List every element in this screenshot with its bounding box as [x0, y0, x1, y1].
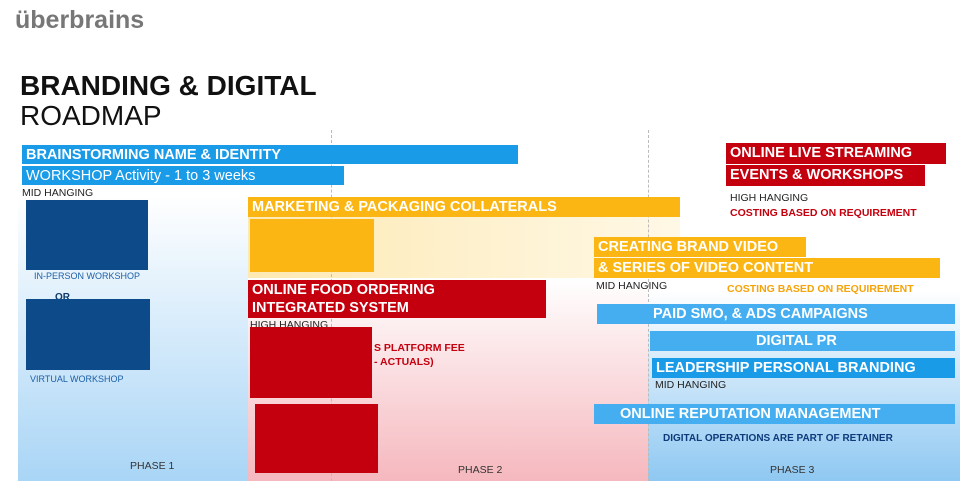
tag: MID HANGING — [596, 280, 668, 292]
tag: HIGH HANGING — [730, 192, 809, 204]
task-bar: DIGITAL PR — [650, 331, 955, 351]
image-box — [250, 327, 372, 398]
image-box — [250, 219, 374, 272]
logo: überbrains — [15, 6, 145, 34]
task-bar: BRAINSTORMING NAME & IDENTITY — [22, 145, 518, 164]
note: COSTING BASED ON REQUIREMENT — [730, 207, 917, 219]
tag: MID HANGING — [655, 379, 727, 391]
tag: MID HANGING — [22, 187, 94, 199]
task-bar: MARKETING & PACKAGING COLLATERALS — [248, 197, 680, 217]
task-bar: CREATING BRAND VIDEO — [594, 237, 806, 257]
subtitle: ROADMAP — [20, 100, 162, 131]
note: S PLATFORM FEE — [374, 342, 465, 354]
task-bar: & SERIES OF VIDEO CONTENT — [594, 258, 940, 278]
task-bar: LEADERSHIP PERSONAL BRANDING — [652, 358, 955, 378]
phase-label: PHASE 1 — [130, 460, 175, 472]
bar-text: ONLINE FOOD ORDERING — [252, 282, 435, 298]
title: BRANDING & DIGITAL — [20, 70, 317, 101]
task-bar: ONLINE LIVE STREAMING — [726, 143, 946, 164]
task-bar: EVENTS & WORKSHOPS — [726, 165, 925, 186]
note: DIGITAL OPERATIONS ARE PART OF RETAINER — [663, 433, 893, 444]
task-bar: PAID SMO, & ADS CAMPAIGNS — [597, 304, 955, 324]
caption: IN-PERSON WORKSHOP — [34, 271, 141, 281]
task-bar: WORKSHOP Activity - 1 to 3 weeks — [22, 166, 344, 185]
phase-label: PHASE 3 — [770, 464, 815, 476]
task-bar: ONLINE REPUTATION MANAGEMENT — [594, 404, 955, 424]
caption: OR — [55, 292, 70, 303]
image-box — [26, 200, 148, 270]
image-box — [255, 404, 378, 473]
note: - ACTUALS) — [374, 356, 434, 368]
caption: VIRTUAL WORKSHOP — [30, 374, 124, 384]
image-box — [26, 299, 150, 370]
task-bar: ONLINE FOOD ORDERING INTEGRATED SYSTEM — [248, 280, 546, 318]
phase-label: PHASE 2 — [458, 464, 503, 476]
note: COSTING BASED ON REQUIREMENT — [727, 283, 914, 295]
bar-text: INTEGRATED SYSTEM — [252, 300, 409, 316]
